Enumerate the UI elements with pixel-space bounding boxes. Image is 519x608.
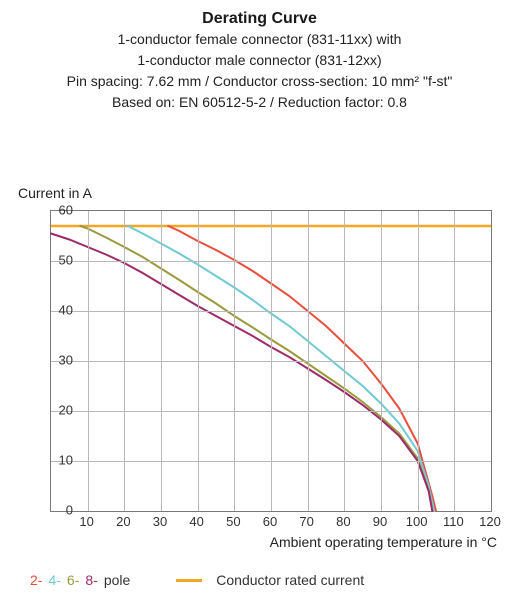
y-tick: 30 [59, 353, 73, 368]
gridline-v [88, 211, 89, 511]
gridline-v [344, 211, 345, 511]
legend-ref-swatch [176, 579, 202, 582]
x-tick: 90 [373, 514, 387, 529]
y-tick: 10 [59, 453, 73, 468]
chart-title: Derating Curve [0, 0, 519, 28]
gridline-v [418, 211, 419, 511]
y-axis-label: Current in A [18, 185, 92, 201]
chart-legend: 2- 4- 6- 8- pole Conductor rated current [0, 572, 519, 588]
y-tick: 20 [59, 403, 73, 418]
x-tick: 100 [406, 514, 428, 529]
chart-subtitle-4: Based on: EN 60512-5-2 / Reduction facto… [0, 91, 519, 112]
gridline-v [308, 211, 309, 511]
legend-ref-label: Conductor rated current [216, 572, 364, 588]
chart-subtitle-1: 1-conductor female connector (831-11xx) … [0, 28, 519, 49]
x-tick: 60 [263, 514, 277, 529]
y-tick: 50 [59, 253, 73, 268]
legend-item: 6- [67, 572, 79, 588]
chart-plot-area [50, 210, 492, 512]
legend-item: 2- [30, 572, 42, 588]
legend-suffix: pole [104, 572, 130, 588]
chart-subtitle-3: Pin spacing: 7.62 mm / Conductor cross-s… [0, 70, 519, 91]
x-tick: 80 [336, 514, 350, 529]
gridline-v [198, 211, 199, 511]
series-4-pole [128, 226, 434, 511]
x-tick: 120 [479, 514, 501, 529]
x-tick: 50 [226, 514, 240, 529]
x-tick: 40 [189, 514, 203, 529]
legend-item: 8- [85, 572, 97, 588]
series-8-pole [51, 234, 432, 512]
x-tick: 10 [79, 514, 93, 529]
x-tick: 70 [299, 514, 313, 529]
series-2-pole [168, 226, 436, 511]
gridline-v [454, 211, 455, 511]
y-tick: 40 [59, 303, 73, 318]
gridline-v [161, 211, 162, 511]
y-tick: 0 [66, 503, 73, 518]
chart-subtitle-2: 1-conductor male connector (831-12xx) [0, 49, 519, 70]
x-axis-label: Ambient operating temperature in °C [0, 534, 497, 550]
gridline-v [124, 211, 125, 511]
gridline-v [381, 211, 382, 511]
x-tick: 110 [443, 514, 464, 529]
gridline-v [271, 211, 272, 511]
y-tick: 60 [59, 203, 73, 218]
legend-item: 4- [48, 572, 60, 588]
x-tick: 20 [116, 514, 130, 529]
x-tick: 30 [153, 514, 167, 529]
gridline-v [234, 211, 235, 511]
